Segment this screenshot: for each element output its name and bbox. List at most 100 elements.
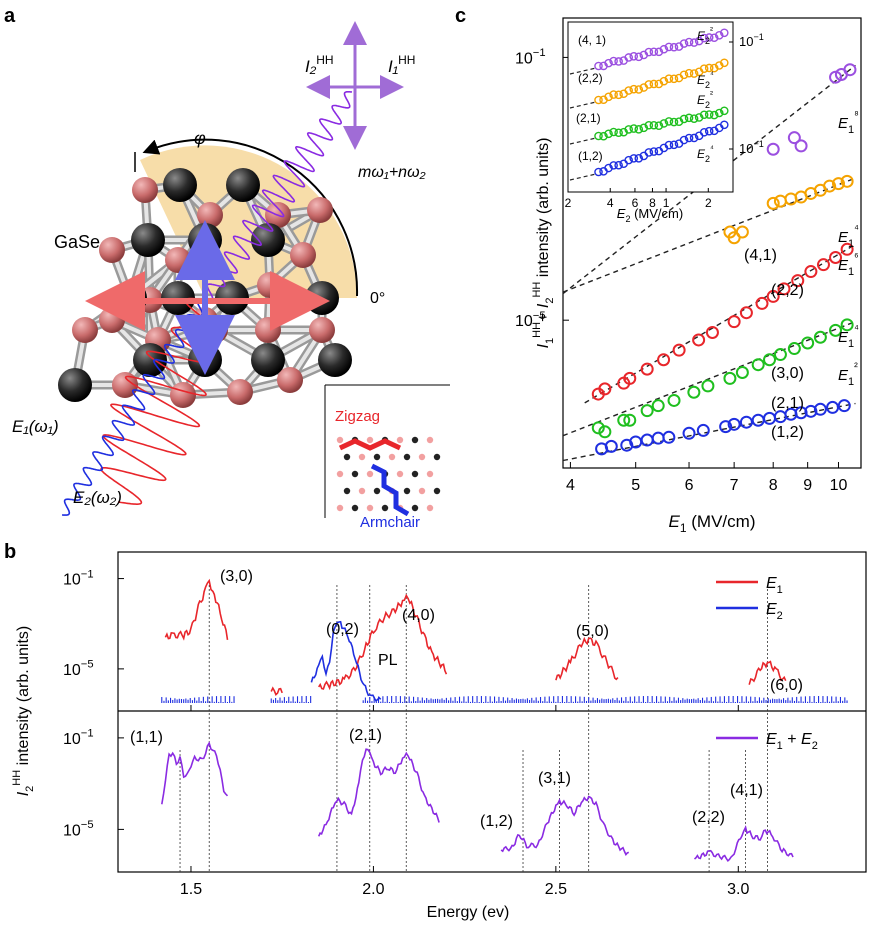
ga-atom: [255, 317, 281, 343]
inset-point: [704, 110, 714, 119]
inset-point: [714, 108, 724, 118]
peak-label: (3,1): [538, 770, 571, 787]
inset-se: [343, 487, 351, 495]
data-point: [791, 274, 805, 288]
inset-point: [664, 42, 674, 52]
data-point: [763, 411, 777, 425]
inset-x-tick-label: 6: [632, 196, 639, 210]
inset-fit: [569, 137, 597, 145]
peak-label: (5,0): [576, 623, 609, 640]
inset-point: [664, 140, 674, 150]
inset-fit-label: E2²: [697, 25, 713, 46]
peak-label: (2,1): [349, 727, 382, 744]
inset-point: [689, 69, 699, 78]
data-point: [692, 333, 706, 347]
inset-point: [699, 110, 709, 120]
inset-point: [664, 117, 674, 126]
inset-point: [719, 28, 729, 38]
se-atom: [131, 223, 165, 257]
inset-point: [594, 61, 603, 71]
inset-point: [714, 31, 724, 40]
fit-line: [584, 243, 856, 404]
data-point: [662, 430, 676, 444]
data-point: [755, 296, 769, 310]
pol-i2-label: I₂HH: [305, 53, 334, 76]
inset-point: [644, 148, 654, 157]
ga-atom: [99, 237, 125, 263]
inset-point: [679, 114, 689, 124]
inset-point: [709, 63, 719, 73]
inset-point: [679, 135, 689, 145]
inset-point: [654, 121, 664, 130]
y-tick-label: 10−5: [515, 310, 546, 330]
series-label: (1,2): [771, 424, 804, 441]
inset-fit-label: E2²: [697, 89, 713, 110]
ga-atom: [257, 272, 283, 298]
series-label: (4,1): [744, 247, 777, 264]
data-point: [623, 371, 637, 385]
ga-atom: [227, 379, 253, 405]
inset-point: [719, 106, 729, 116]
fit-label: E1⁴: [838, 223, 859, 250]
data-point: [813, 330, 827, 344]
peak-label: (3,0): [220, 568, 253, 585]
panel-c-inset: 2 4 6 8 1 2 10−1 10−1 (4, 1) E2² (2,2) E2⁴ (2,1) E2² (…: [565, 21, 764, 224]
inset-series-label: (2,2): [578, 71, 603, 85]
curve-e1e2: [162, 743, 812, 861]
fit-label: E1⁶: [838, 251, 859, 278]
inset-point: [719, 58, 729, 68]
inset-x-tick-label: 1: [663, 196, 670, 210]
data-point: [640, 404, 654, 418]
peak-label: (4,0): [402, 607, 435, 624]
inset-ga: [396, 470, 404, 478]
y-tick-label: 10−1: [515, 47, 546, 67]
inset-point: [634, 52, 644, 62]
panel-c-letter: c: [455, 5, 466, 27]
data-point: [840, 174, 854, 188]
ga-atom: [290, 242, 316, 268]
inset-point: [649, 120, 659, 130]
data-point: [651, 431, 665, 445]
inset-ga: [336, 470, 344, 478]
data-point: [696, 423, 710, 437]
inset-point: [594, 167, 603, 177]
panel-b-guides: [179, 585, 768, 872]
inset-point: [634, 85, 644, 94]
inset-point: [609, 90, 618, 99]
inset-point: [624, 53, 633, 62]
data-point: [766, 142, 780, 156]
x-tick-label: 10: [830, 477, 848, 494]
x-tick-label: 9: [803, 477, 812, 494]
inset-point: [699, 64, 709, 73]
inset-point: [644, 80, 654, 89]
peak-label: (1,2): [480, 813, 513, 830]
angle-phi: φ: [194, 128, 206, 148]
armchair-path: [370, 463, 410, 517]
data-point: [701, 379, 715, 393]
data-point: [682, 426, 696, 440]
inset-se: [411, 470, 419, 478]
inset-point: [604, 92, 613, 102]
lattice-inset: Zigzag Armchair: [324, 384, 450, 531]
se-atom: [305, 281, 339, 315]
zigzag-path: [338, 438, 402, 451]
inset-point: [644, 47, 654, 57]
inset-se: [433, 453, 441, 461]
x-tick-label: 4: [566, 477, 575, 494]
data-point: [766, 196, 780, 210]
peak-label: (0,2): [326, 621, 359, 638]
inset-ga: [366, 504, 374, 512]
panel-a-letter: a: [4, 5, 16, 27]
inset-point: [689, 38, 699, 47]
fit-line: [562, 320, 856, 437]
data-point: [831, 177, 845, 191]
inset-point: [609, 56, 618, 66]
inset-point: [604, 163, 613, 173]
angle-zero: 0°: [370, 290, 385, 307]
armchair-label: Armchair: [360, 514, 420, 531]
ga-atom: [277, 367, 303, 393]
y-tick-label: 10−5: [63, 819, 94, 839]
panel-b-ylabel: I2HH intensity (arb. units): [11, 626, 36, 797]
se-atom: [318, 343, 352, 377]
fit-label: E1²: [838, 361, 858, 388]
